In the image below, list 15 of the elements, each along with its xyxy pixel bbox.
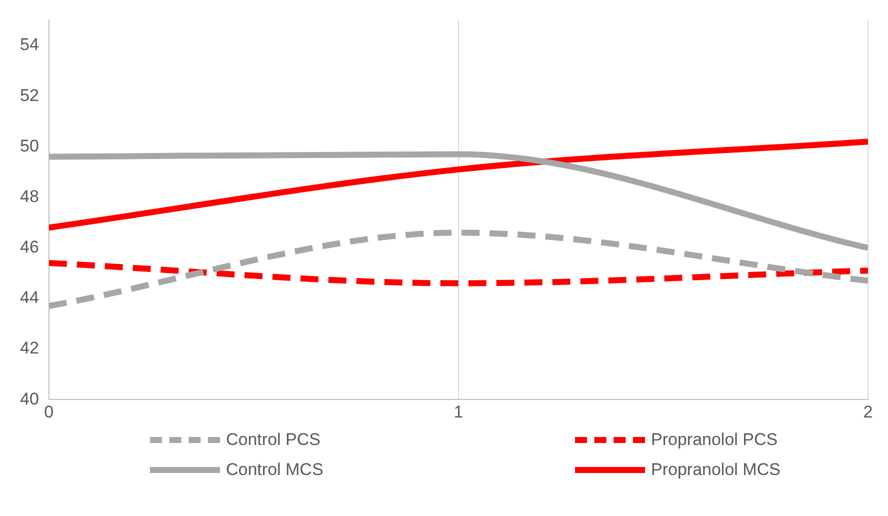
y-tick-label: 48 [20, 186, 39, 206]
legend-label: Control MCS [226, 460, 324, 480]
y-tick-label: 42 [20, 338, 39, 358]
x-tick-label: 2 [863, 402, 873, 422]
y-tick-label: 46 [20, 238, 39, 257]
y-tick-label: 44 [20, 288, 39, 308]
x-tick-label: 0 [44, 402, 54, 422]
legend-label: Propranolol MCS [651, 460, 780, 480]
y-tick-label: 52 [20, 86, 39, 105]
legend-label: Propranolol PCS [651, 430, 778, 450]
y-tick-label: 54 [20, 35, 39, 54]
legend-label: Control PCS [226, 430, 320, 450]
x-tick-label: 1 [454, 402, 464, 422]
y-tick-label: 40 [20, 389, 39, 408]
y-tick-label: 50 [20, 136, 39, 156]
